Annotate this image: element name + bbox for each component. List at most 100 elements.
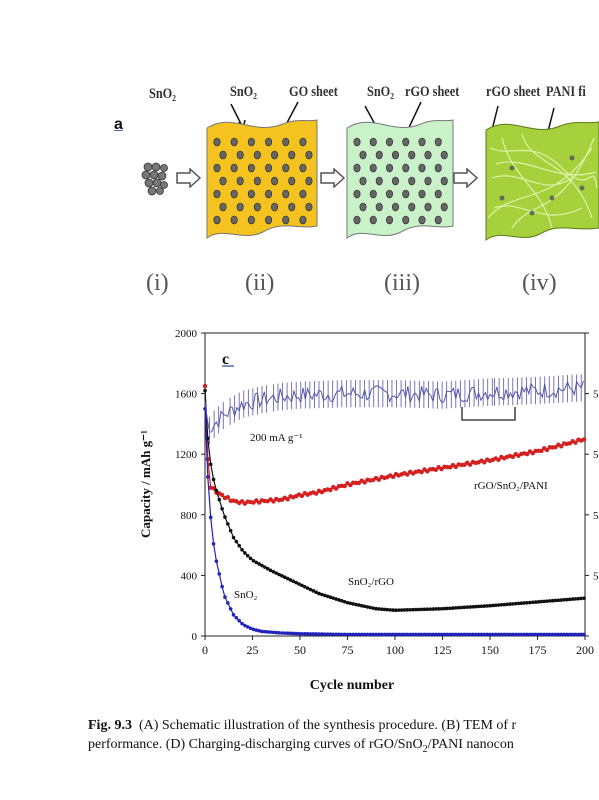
data-point [550, 632, 555, 637]
data-point [516, 632, 521, 637]
sno2-particle [418, 215, 426, 225]
sno2-particle [213, 137, 221, 147]
data-point [513, 632, 518, 637]
sno2-particle [282, 163, 290, 173]
data-point [496, 457, 501, 462]
data-point [345, 632, 350, 637]
sno2-particle [305, 202, 313, 212]
data-point [234, 615, 239, 620]
sno2-particle [219, 202, 227, 212]
data-point [439, 632, 444, 637]
data-point [257, 562, 261, 566]
data-point [553, 632, 558, 637]
data-point [416, 607, 421, 612]
scale-bracket [461, 407, 516, 421]
label-go-sheet: GO sheet [289, 84, 338, 100]
sno2-particle [408, 176, 416, 186]
sno2-particle [440, 176, 448, 186]
data-point [556, 598, 561, 603]
data-point [317, 591, 321, 596]
data-point [348, 632, 353, 637]
data-point [313, 491, 319, 496]
sno2-particle [359, 176, 367, 186]
data-point [405, 632, 410, 637]
data-point [280, 574, 284, 578]
data-point [422, 632, 427, 637]
data-point [573, 632, 578, 637]
sno2-particle [385, 215, 393, 225]
data-point [382, 607, 387, 612]
data-point [371, 606, 375, 610]
sno2-particle [353, 189, 361, 199]
sno2-particle [369, 137, 377, 147]
data-point [568, 632, 572, 637]
sno2-particle [236, 150, 244, 160]
x-tick-label: 100 [386, 643, 404, 657]
data-point [522, 632, 526, 637]
y-tick-label: 800 [181, 510, 198, 522]
caption-line-1: Fig. 9.3 (A) Schematic illustration of t… [88, 716, 516, 735]
data-point [462, 632, 467, 637]
data-point [297, 582, 301, 586]
data-point [528, 632, 532, 637]
data-point [214, 559, 219, 563]
data-point [453, 464, 458, 470]
data-point [308, 587, 313, 592]
data-point [434, 632, 438, 637]
sno2-particle [299, 137, 307, 147]
data-point [311, 632, 316, 636]
sno2-particle [265, 189, 273, 199]
series-0 [202, 383, 587, 506]
data-point [223, 515, 227, 519]
data-point [493, 632, 498, 637]
data-point [325, 632, 330, 636]
sno2-particle [271, 176, 279, 186]
x-tick-label: 175 [529, 643, 547, 657]
y-tick-label: 0 [192, 631, 198, 643]
data-point [322, 593, 327, 598]
right-tick-label: 5 [593, 389, 599, 401]
data-point [362, 604, 367, 609]
sno2-particle [375, 202, 383, 212]
sno2-particle [265, 215, 273, 225]
data-point [257, 628, 261, 633]
data-point [485, 632, 489, 637]
data-point [265, 630, 270, 634]
process-arrow-2 [320, 168, 346, 188]
x-tick-label: 50 [294, 643, 306, 657]
data-point [283, 575, 287, 580]
data-point [211, 486, 216, 491]
data-point [559, 632, 564, 637]
right-tick-label: 5 [593, 570, 599, 582]
data-point [328, 632, 333, 637]
sno2-particle [236, 202, 244, 212]
sno2-particle [253, 150, 261, 160]
right-tick-label: 5 [593, 510, 599, 522]
data-point [582, 632, 586, 637]
data-point [328, 487, 333, 493]
data-point [511, 602, 515, 606]
data-point [505, 602, 509, 607]
data-point [362, 632, 367, 637]
data-point [334, 632, 338, 637]
data-point [394, 608, 398, 613]
data-point [576, 596, 581, 601]
data-point [374, 606, 378, 611]
sno2-particle [408, 202, 416, 212]
data-point [388, 632, 393, 637]
data-point [211, 477, 216, 482]
data-point [291, 631, 296, 636]
data-point [331, 596, 336, 600]
y-tick-label: 2000 [175, 328, 198, 340]
data-point [408, 632, 413, 637]
sno2-particle [440, 202, 448, 212]
capacity-cycle-chart: 0 400 5 800 5 1200 5 1600 5 2000 0 25 50 75 100 125 150… [138, 328, 599, 693]
y-tick-label: 1600 [175, 389, 198, 401]
data-point [308, 632, 313, 636]
data-point [471, 604, 475, 609]
series-line [204, 379, 584, 433]
data-point [385, 607, 390, 612]
data-point [542, 632, 546, 637]
data-point [297, 631, 301, 636]
sno2-particle [418, 189, 426, 199]
